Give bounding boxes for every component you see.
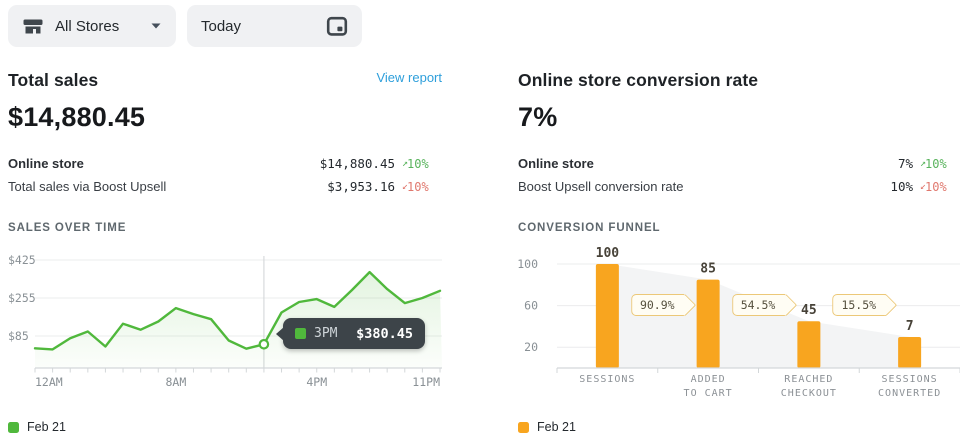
funnel-legend: Feb 21 <box>518 420 960 434</box>
conversion-step-badge: 54.5% <box>731 294 786 316</box>
trend-down-icon: ↙ <box>402 180 409 192</box>
svg-text:20: 20 <box>524 340 538 354</box>
date-selector-button[interactable]: Today <box>187 5 362 47</box>
svg-text:7: 7 <box>906 319 914 334</box>
total-sales-panel: Total sales View report $14,880.45 Onlin… <box>8 70 442 434</box>
conversion-funnel-heading: CONVERSION FUNNEL <box>518 222 661 234</box>
svg-text:$255: $255 <box>8 291 36 305</box>
total-sales-value: $14,880.45 <box>8 102 146 132</box>
total-sales-metric-rows: Online store $14,880.45 ↗10% Total sales… <box>8 152 442 198</box>
svg-text:45: 45 <box>801 303 817 318</box>
delta-value: 10% <box>925 179 947 194</box>
storefront-icon <box>23 19 43 34</box>
legend-swatch-orange <box>518 421 529 433</box>
svg-text:8AM: 8AM <box>165 375 186 389</box>
svg-text:SESSIONS: SESSIONS <box>579 374 635 385</box>
svg-text:REACHED: REACHED <box>784 374 833 385</box>
metric-value: 7% <box>897 156 913 171</box>
sales-over-time-chart[interactable]: $425 $255 $85 12AM 8AM 4PM 11PM 3PM $380.45 <box>8 246 442 397</box>
legend-label: Feb 21 <box>27 420 66 434</box>
metric-row-online-store-sales: Online store $14,880.45 ↗10% <box>8 152 442 175</box>
conversion-metric-rows: Online store 7% ↗10% Boost Upsell conver… <box>518 152 960 198</box>
trend-up-icon: ↗ <box>920 157 927 169</box>
metric-label: Online store <box>8 156 84 171</box>
trend-down-icon: ↙ <box>920 180 927 192</box>
store-selector-label: All Stores <box>55 17 120 35</box>
trend-up-icon: ↗ <box>402 157 409 169</box>
sales-over-time-heading: SALES OVER TIME <box>8 222 127 234</box>
chart-tooltip: 3PM $380.45 <box>283 318 425 349</box>
conversion-step-badge: 15.5% <box>832 294 887 316</box>
metric-row-online-store-rate: Online store 7% ↗10% <box>518 152 960 175</box>
svg-text:CHECKOUT: CHECKOUT <box>781 388 837 399</box>
svg-text:60: 60 <box>524 299 538 313</box>
metric-label: Boost Upsell conversion rate <box>518 179 684 194</box>
metric-row-boost-upsell-sales: Total sales via Boost Upsell $3,953.16 ↙… <box>8 175 442 198</box>
delta-badge-down: ↙10% <box>913 180 960 194</box>
delta-badge-down: ↙10% <box>395 180 442 194</box>
legend-label: Feb 21 <box>537 420 576 434</box>
total-sales-title: Total sales <box>8 70 99 90</box>
svg-text:12AM: 12AM <box>35 375 63 389</box>
svg-text:100: 100 <box>596 246 620 261</box>
delta-badge-up: ↗10% <box>395 157 442 171</box>
svg-text:TO CART: TO CART <box>684 388 733 399</box>
svg-text:CONVERTED: CONVERTED <box>878 388 941 399</box>
funnel-bar-chart-svg[interactable]: 100 60 20 100 85 45 7 SESSIONS ADDED TO CART REACH… <box>517 246 960 402</box>
svg-text:4PM: 4PM <box>306 375 327 389</box>
conversion-step-badge: 90.9% <box>630 294 685 316</box>
metric-row-boost-upsell-rate: Boost Upsell conversion rate 10% ↙10% <box>518 175 960 198</box>
chevron-down-icon <box>151 23 161 29</box>
svg-text:SESSIONS: SESSIONS <box>882 374 938 385</box>
metric-value: $14,880.45 <box>319 156 395 171</box>
delta-badge-up: ↗10% <box>913 157 960 171</box>
conversion-rate-panel: Online store conversion rate 7% Online s… <box>517 70 960 434</box>
tooltip-time: 3PM <box>314 326 338 341</box>
delta-value: 10% <box>407 156 429 171</box>
metric-label: Online store <box>518 156 594 171</box>
svg-text:$85: $85 <box>8 329 29 343</box>
conversion-rate-title: Online store conversion rate <box>518 70 759 90</box>
sales-legend: Feb 21 <box>8 420 442 434</box>
metric-value: 10% <box>890 179 913 194</box>
store-selector-button[interactable]: All Stores <box>8 5 176 47</box>
tooltip-value: $380.45 <box>356 325 413 342</box>
metric-label: Total sales via Boost Upsell <box>8 179 167 194</box>
tooltip-series-swatch <box>295 328 306 339</box>
conversion-funnel-chart[interactable]: 100 60 20 100 85 45 7 SESSIONS ADDED TO CART REACH… <box>517 246 960 407</box>
metric-value: $3,953.16 <box>327 179 395 194</box>
view-report-link[interactable]: View report <box>376 70 442 85</box>
svg-text:11PM: 11PM <box>412 375 440 389</box>
svg-text:85: 85 <box>700 262 716 277</box>
svg-text:100: 100 <box>518 257 538 271</box>
topbar: All Stores Today <box>8 5 362 47</box>
svg-text:$425: $425 <box>8 253 36 267</box>
delta-value: 10% <box>925 156 947 171</box>
calendar-icon <box>326 16 348 36</box>
delta-value: 10% <box>407 179 429 194</box>
date-selector-label: Today <box>201 17 242 35</box>
svg-text:ADDED: ADDED <box>691 374 726 385</box>
legend-swatch-green <box>8 421 19 433</box>
conversion-rate-value: 7% <box>518 102 558 132</box>
